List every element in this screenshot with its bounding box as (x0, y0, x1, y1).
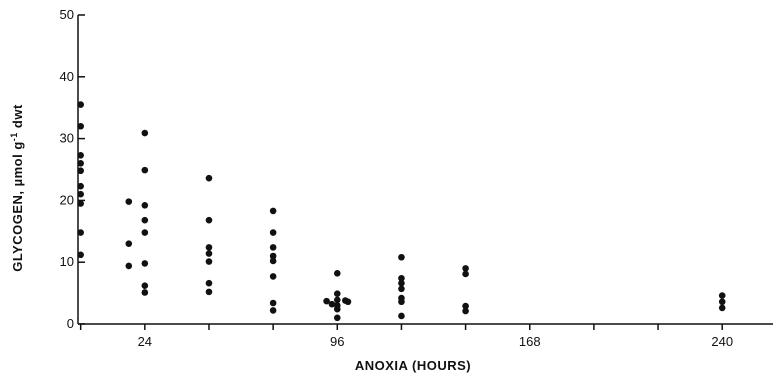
data-point (141, 282, 149, 289)
x-tick-label-240: 240 (711, 334, 733, 349)
data-point (77, 229, 84, 236)
data-point (77, 190, 84, 198)
data-point (269, 257, 277, 265)
axes (77, 15, 773, 325)
data-point (205, 250, 213, 257)
y-axis-label-superscript: -1 (9, 132, 19, 141)
data-point (141, 202, 149, 209)
data-point (323, 297, 330, 305)
y-axis-label-main: GLYCOGEN, µmol g (10, 141, 25, 272)
data-point (205, 174, 213, 182)
data-point (77, 167, 84, 175)
data-point (269, 273, 277, 280)
data-point (398, 253, 405, 261)
y-tick-label-10: 10 (60, 254, 74, 269)
y-tick-label-50: 50 (60, 7, 74, 22)
data-point (141, 289, 149, 296)
data-point (125, 198, 133, 205)
data-point (328, 300, 336, 308)
data-point (398, 312, 405, 320)
data-point (333, 305, 341, 313)
data-point (141, 260, 149, 267)
y-ticks: 0 10 20 30 40 50 (60, 7, 85, 331)
y-tick-label-0: 0 (67, 316, 74, 331)
data-point (141, 229, 149, 236)
data-point (718, 298, 726, 306)
x-tick-label-168: 168 (519, 334, 541, 349)
data-point (141, 216, 149, 224)
data-point (77, 251, 84, 259)
data-point (205, 244, 213, 251)
x-tick-label-24: 24 (138, 334, 152, 349)
data-point (398, 285, 405, 293)
data-point (333, 290, 341, 298)
y-tick-label-20: 20 (60, 192, 74, 207)
data-point (462, 302, 469, 310)
data-point (205, 258, 213, 265)
data-point (125, 240, 133, 247)
data-point (141, 166, 149, 174)
data-point (77, 151, 84, 159)
x-axis-label: ANOXIA (HOURS) (355, 358, 471, 373)
data-points (77, 101, 726, 322)
data-point (205, 216, 213, 224)
data-point (77, 101, 84, 108)
data-point (398, 279, 405, 287)
data-point (125, 262, 133, 270)
data-point (398, 298, 405, 306)
data-point (205, 279, 213, 287)
data-point (269, 252, 277, 260)
y-axis-label-tail: dwt (10, 104, 25, 132)
data-point (205, 288, 213, 296)
data-point (398, 274, 405, 282)
data-point (77, 160, 84, 167)
data-point (718, 304, 726, 312)
data-point (462, 307, 469, 315)
data-point (269, 299, 277, 307)
data-point (462, 265, 469, 272)
data-point (462, 270, 469, 278)
y-tick-label-40: 40 (60, 69, 74, 84)
data-point (77, 122, 84, 130)
y-tick-label-30: 30 (60, 131, 74, 146)
data-point (269, 244, 277, 251)
data-point (718, 292, 726, 299)
data-point (344, 298, 352, 306)
data-point (77, 200, 84, 207)
data-point (333, 314, 341, 322)
data-point (269, 307, 277, 314)
y-axis-label: GLYCOGEN, µmol g-1 dwt (9, 104, 25, 272)
data-point (333, 270, 341, 277)
x-tick-label-96: 96 (330, 334, 344, 349)
data-point (269, 229, 277, 236)
data-point (77, 182, 84, 190)
data-point (141, 129, 149, 137)
data-point (269, 207, 277, 215)
x-ticks: 24 96 168 240 (79, 324, 733, 349)
data-point (333, 296, 341, 304)
